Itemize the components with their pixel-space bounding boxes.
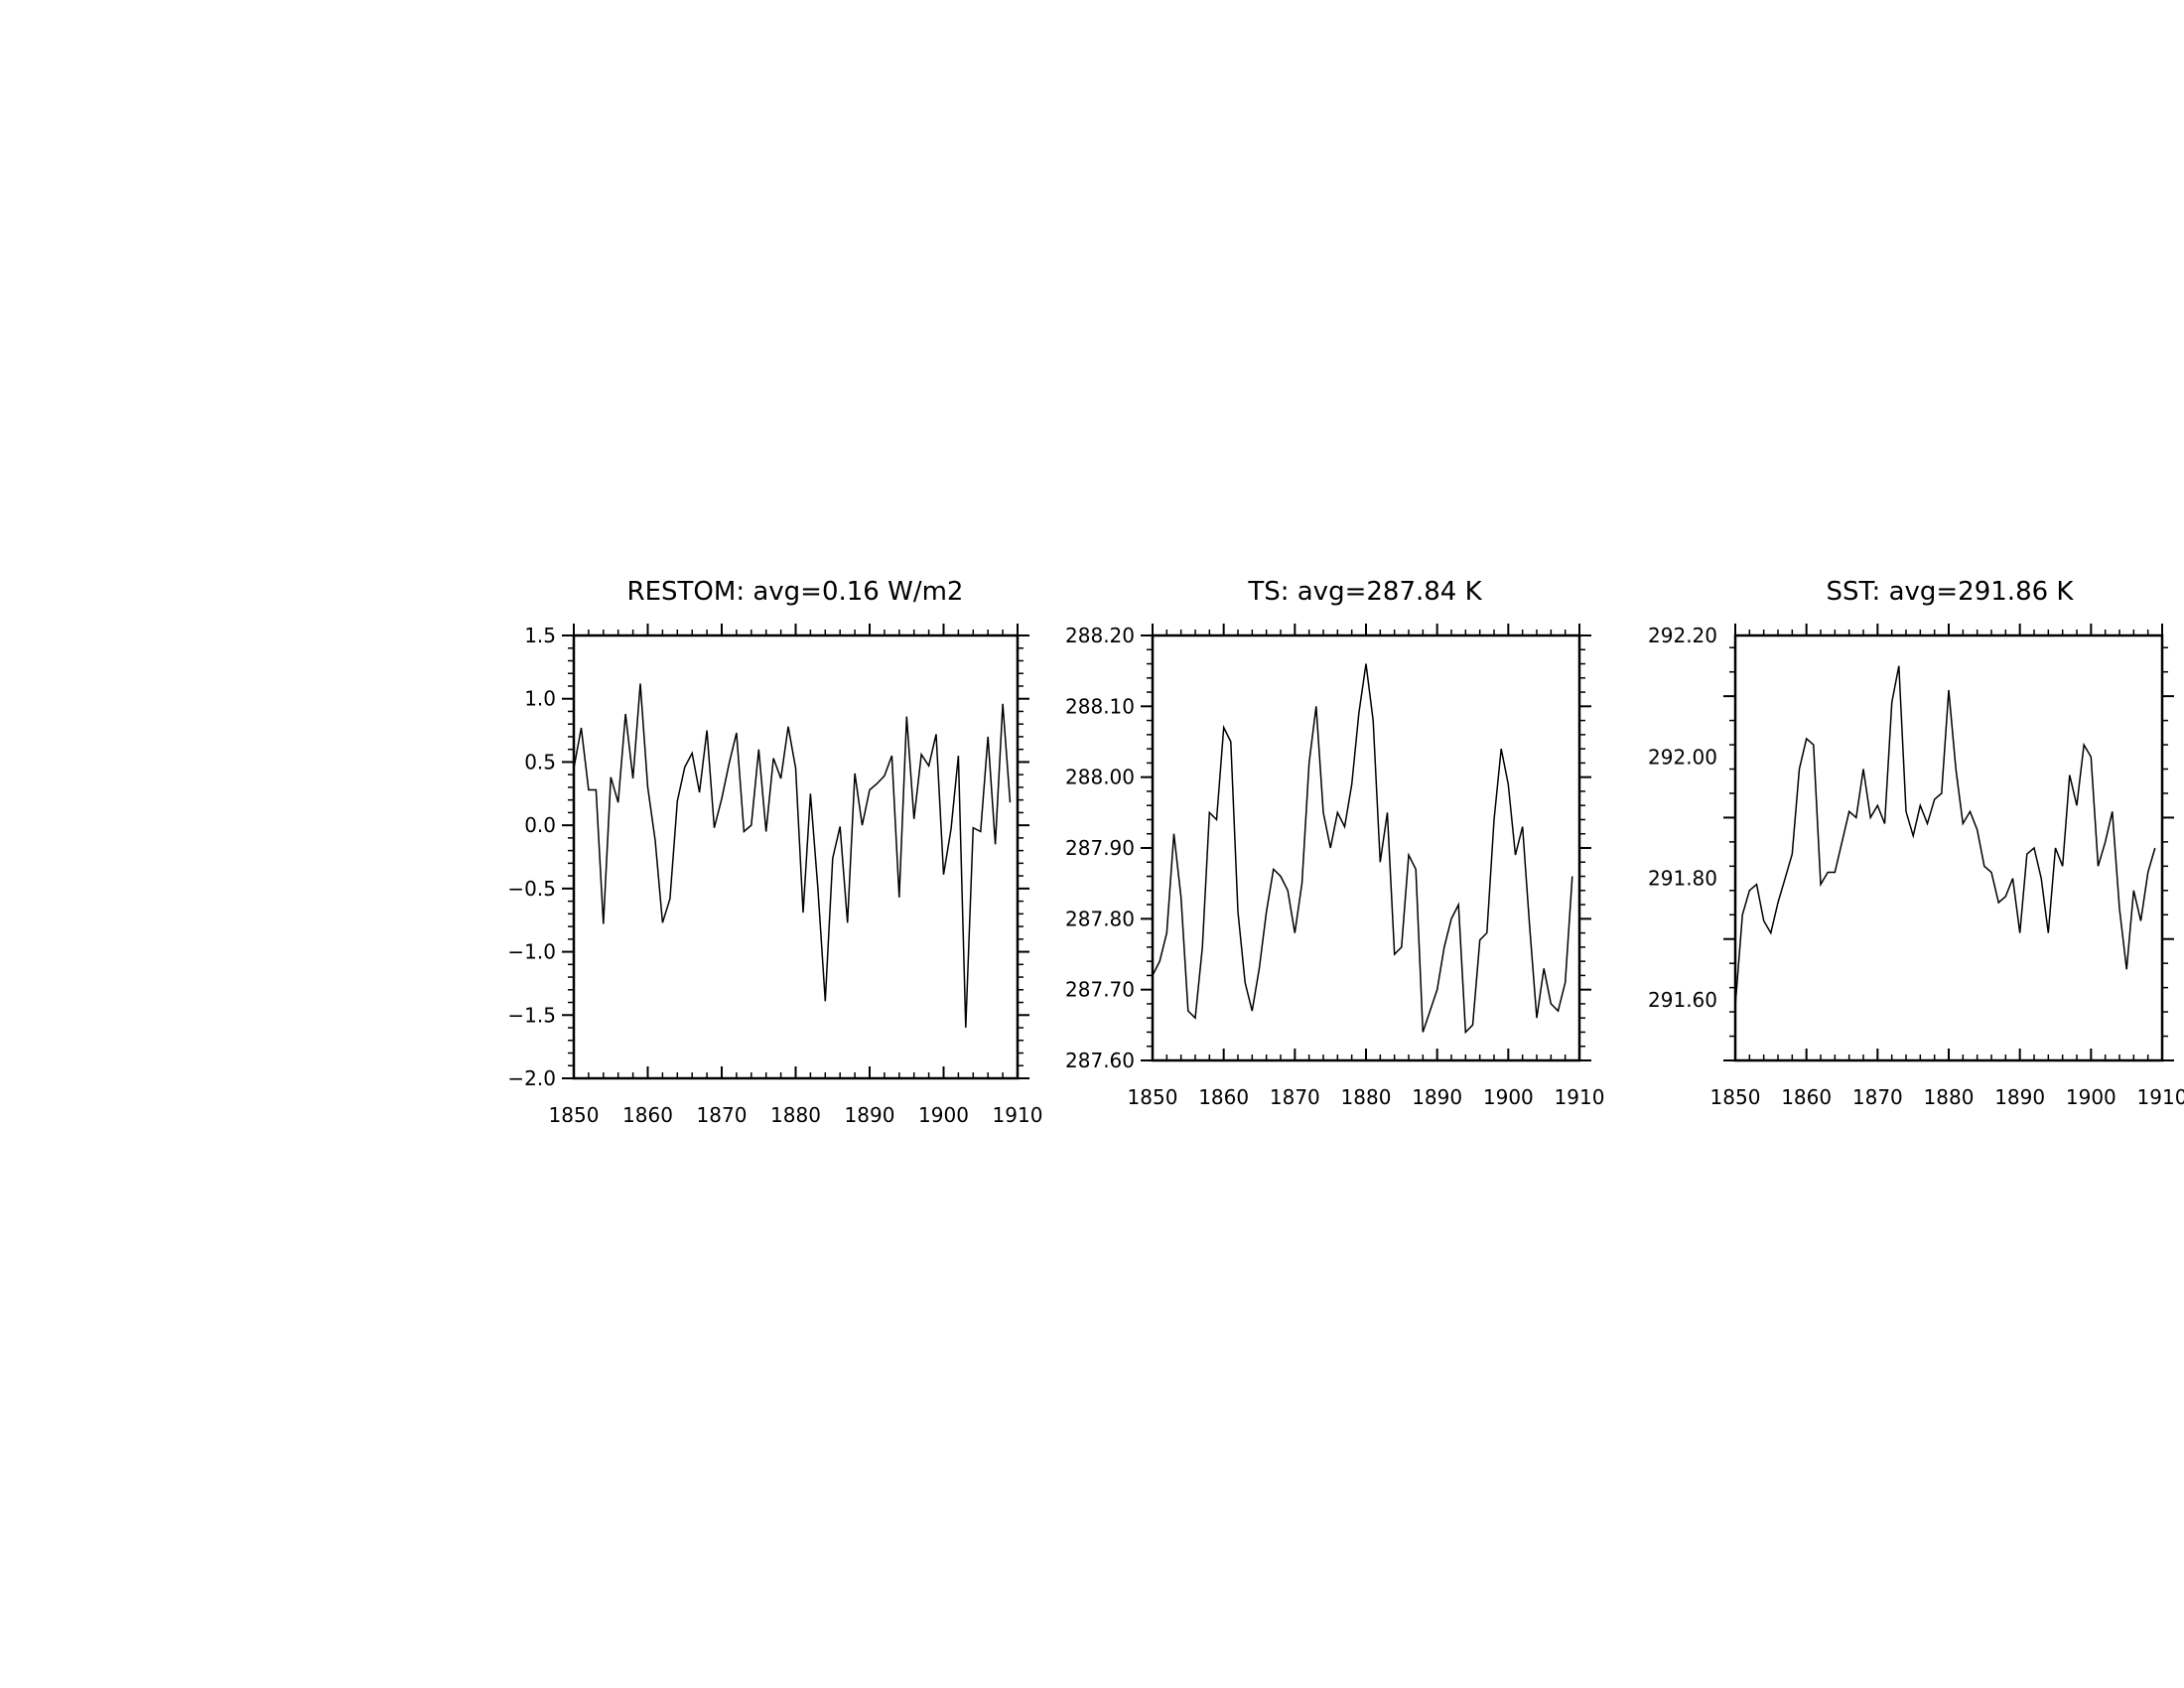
sst-title: SST: avg=291.86 K	[1827, 577, 2075, 607]
y-tick-label: −0.5	[507, 877, 556, 901]
y-tick-label: 291.60	[1648, 988, 1717, 1012]
ts-series-line	[1152, 663, 1573, 1035]
restom-y-tick-labels: 1.5 1.0 0.5 0.0 −0.5 −1.0 −1.5 −2.0	[507, 624, 556, 1090]
y-tick-label: 288.10	[1065, 694, 1135, 718]
y-tick-label: 287.90	[1065, 836, 1135, 860]
y-tick-label: −1.5	[507, 1003, 556, 1027]
y-tick-label: 287.70	[1065, 978, 1135, 1002]
panel-sst: SST: avg=291.86 K 292.20 292.00 291.80 291.…	[1648, 577, 2184, 1109]
x-tick-label: 1850	[1710, 1085, 1761, 1109]
y-tick-label: 287.80	[1065, 907, 1135, 930]
sst-y-tick-labels: 292.20 292.00 291.80 291.60	[1648, 624, 1717, 1012]
sst-series	[1734, 665, 2156, 1007]
x-tick-label: 1870	[1270, 1085, 1320, 1109]
sst-series-line	[1734, 665, 2156, 1007]
panel-restom: RESTOM: avg=0.16 W/m2 1.5 1.0 0.5 0.0 −0.5 −1…	[507, 577, 1042, 1127]
ts-y-tick-labels: 288.20 288.10 288.00 287.90 287.80 287.70 287.…	[1065, 624, 1135, 1072]
x-tick-label: 1910	[2137, 1085, 2184, 1109]
ts-x-tick-labels: 1850 1860 1870 1880 1890 1900 1910	[1128, 1085, 1605, 1109]
x-tick-label: 1900	[2066, 1085, 2116, 1109]
y-tick-label: 1.5	[524, 624, 556, 647]
restom-series	[573, 683, 1012, 1029]
y-tick-label: 288.20	[1065, 624, 1135, 647]
restom-series-line	[573, 683, 1012, 1029]
x-tick-label: 1880	[1341, 1085, 1392, 1109]
y-tick-label: −2.0	[507, 1066, 556, 1090]
x-tick-label: 1860	[622, 1103, 673, 1127]
x-tick-label: 1870	[697, 1103, 748, 1127]
y-tick-label: 292.00	[1648, 745, 1717, 769]
x-tick-label: 1890	[1412, 1085, 1462, 1109]
sst-axis-ticks	[1723, 624, 2174, 1061]
x-tick-label: 1860	[1198, 1085, 1249, 1109]
x-tick-label: 1890	[1994, 1085, 2045, 1109]
restom-title: RESTOM: avg=0.16 W/m2	[627, 577, 964, 607]
x-tick-label: 1910	[1555, 1085, 1605, 1109]
panel-ts: TS: avg=287.84 K 288.20 288.10 288.00 287.9…	[1065, 577, 1604, 1109]
y-tick-label: 287.60	[1065, 1049, 1135, 1072]
x-tick-label: 1900	[1483, 1085, 1534, 1109]
sst-x-tick-labels: 1850 1860 1870 1880 1890 1900 1910	[1710, 1085, 2184, 1109]
x-tick-label: 1900	[918, 1103, 969, 1127]
x-tick-label: 1870	[1852, 1085, 1903, 1109]
x-tick-label: 1910	[993, 1103, 1043, 1127]
y-tick-label: 292.20	[1648, 624, 1717, 647]
ts-title: TS: avg=287.84 K	[1247, 577, 1482, 607]
y-tick-label: 291.80	[1648, 867, 1717, 891]
ts-axis-ticks	[1141, 624, 1591, 1061]
y-tick-label: 0.5	[524, 750, 556, 774]
x-tick-label: 1880	[1924, 1085, 1975, 1109]
x-tick-label: 1850	[1128, 1085, 1178, 1109]
restom-plot-frame	[572, 633, 1020, 1080]
y-tick-label: 0.0	[524, 813, 556, 837]
x-tick-label: 1850	[549, 1103, 600, 1127]
y-tick-label: 1.0	[524, 687, 556, 711]
restom-x-tick-labels: 1850 1860 1870 1880 1890 1900 1910	[549, 1103, 1043, 1127]
ts-series	[1152, 663, 1573, 1035]
y-tick-label: 288.00	[1065, 766, 1135, 789]
x-tick-label: 1860	[1781, 1085, 1832, 1109]
x-tick-label: 1890	[845, 1103, 895, 1127]
restom-axis-ticks	[562, 624, 1029, 1079]
x-tick-label: 1880	[770, 1103, 821, 1127]
y-tick-label: −1.0	[507, 940, 556, 964]
